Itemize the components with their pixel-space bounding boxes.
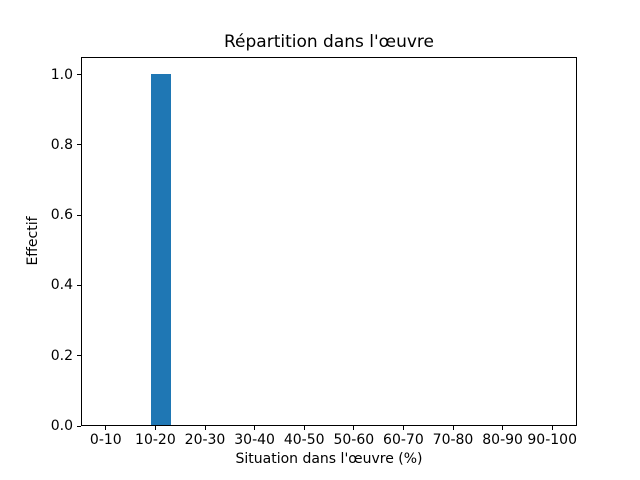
y-tick-label: 0.4	[50, 277, 73, 294]
y-tick-label: 0.2	[50, 347, 73, 364]
y-tick-mark	[77, 214, 81, 216]
x-tick-label: 20-30	[184, 432, 226, 448]
plot-area	[81, 57, 577, 426]
y-tick-mark	[77, 355, 81, 357]
bar-10-20	[151, 74, 171, 425]
y-tick-mark	[77, 74, 81, 76]
x-tick-mark	[402, 426, 404, 430]
x-tick-mark	[254, 426, 256, 430]
x-tick-label: 50-60	[333, 432, 375, 448]
x-tick-label: 30-40	[234, 432, 275, 448]
y-tick-label: 0.6	[50, 207, 73, 224]
y-tick-mark	[77, 284, 81, 286]
x-tick-label: 0-10	[89, 432, 122, 448]
y-tick-label: 1.0	[50, 66, 73, 83]
x-tick-label: 10-20	[135, 432, 176, 448]
y-tick-mark	[77, 144, 81, 146]
x-tick-label: 90-100	[527, 432, 577, 448]
x-tick-mark	[452, 426, 454, 430]
x-tick-label: 40-50	[283, 432, 325, 448]
x-tick-mark	[105, 426, 107, 430]
x-tick-mark	[303, 426, 305, 430]
x-tick-mark	[154, 426, 156, 430]
y-tick-mark	[77, 425, 81, 427]
x-tick-mark	[502, 426, 504, 430]
y-tick-label: 0.0	[50, 418, 73, 434]
chart-title: Répartition dans l'œuvre	[223, 32, 434, 52]
y-axis-label: Effectif	[25, 216, 41, 266]
x-axis-label: Situation dans l'œuvre (%)	[235, 451, 423, 467]
x-tick-mark	[204, 426, 206, 430]
x-tick-label: 70-80	[432, 432, 474, 448]
x-tick-mark	[353, 426, 355, 430]
x-tick-mark	[551, 426, 553, 430]
x-tick-label: 80-90	[482, 432, 523, 448]
x-tick-label: 60-70	[383, 432, 424, 448]
y-tick-label: 0.8	[50, 136, 73, 153]
